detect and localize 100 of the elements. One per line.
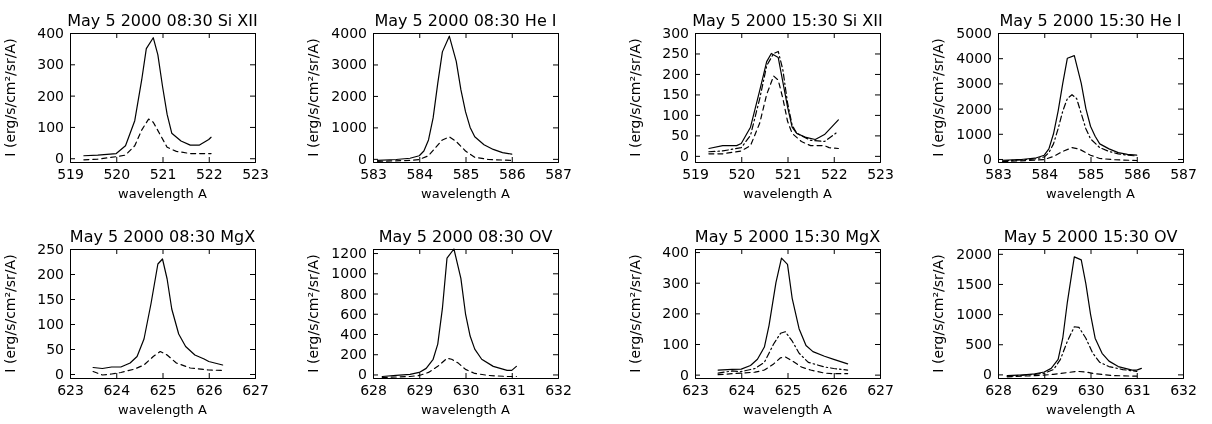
- y-tick-label: 150: [37, 290, 64, 307]
- x-tick-label: 632: [1170, 381, 1197, 398]
- y-tick-label: 200: [37, 265, 64, 282]
- x-tick-label: 627: [867, 381, 894, 398]
- y-tick-label: 400: [662, 244, 689, 261]
- x-tick-label: 625: [774, 381, 802, 398]
- x-axis-title: wavelength A: [1046, 186, 1135, 201]
- y-tick-label: 0: [55, 150, 64, 167]
- x-tick-label: 629: [1031, 381, 1059, 398]
- x-axis-title: wavelength A: [421, 186, 510, 201]
- y-tick-label: 4000: [331, 24, 367, 41]
- y-tick-label: 1000: [956, 125, 992, 142]
- y-tick-label: 500: [965, 336, 992, 353]
- x-tick-label: 632: [545, 381, 572, 398]
- x-axis-title: wavelength A: [118, 402, 207, 417]
- y-axis-title: I (erg/s/cm²/sr/A): [930, 254, 946, 373]
- x-tick-label: 521: [774, 165, 802, 182]
- y-tick-label: 2000: [956, 100, 992, 117]
- y-tick-label: 100: [37, 118, 64, 135]
- y-axis-title: I (erg/s/cm²/sr/A): [930, 38, 946, 157]
- x-tick-label: 583: [985, 165, 1012, 182]
- y-axis-title: I (erg/s/cm²/sr/A): [627, 254, 643, 373]
- chart-title: May 5 2000 08:30 OV: [378, 227, 553, 246]
- x-tick-label: 584: [406, 165, 434, 182]
- chart-title: May 5 2000 08:30 MgX: [69, 227, 256, 246]
- x-tick-label: 521: [149, 165, 177, 182]
- y-tick-label: 300: [662, 274, 689, 291]
- x-tick-label: 630: [1077, 381, 1105, 398]
- y-tick-label: 0: [358, 366, 367, 383]
- y-tick-label: 1000: [331, 265, 367, 282]
- x-tick-label: 628: [985, 381, 1012, 398]
- x-tick-label: 624: [103, 381, 131, 398]
- y-tick-label: 300: [37, 56, 64, 73]
- x-tick-label: 587: [1170, 165, 1197, 182]
- y-tick-label: 400: [37, 24, 64, 41]
- x-tick-label: 630: [452, 381, 480, 398]
- y-tick-label: 400: [340, 325, 367, 342]
- x-tick-label: 626: [820, 381, 848, 398]
- y-tick-label: 2000: [331, 87, 367, 104]
- x-tick-label: 523: [242, 165, 269, 182]
- x-tick-label: 626: [195, 381, 223, 398]
- x-axis-title: wavelength A: [1046, 402, 1135, 417]
- y-tick-label: 300: [662, 24, 689, 41]
- x-tick-label: 585: [452, 165, 480, 182]
- y-axis-title: I (erg/s/cm²/sr/A): [305, 254, 321, 373]
- x-tick-label: 631: [1123, 381, 1151, 398]
- y-tick-label: 100: [662, 335, 689, 352]
- chart-title: May 5 2000 08:30 He I: [374, 11, 557, 30]
- y-tick-label: 100: [662, 106, 689, 123]
- y-tick-label: 250: [662, 45, 689, 62]
- x-tick-label: 520: [103, 165, 131, 182]
- y-tick-label: 200: [662, 305, 689, 322]
- y-tick-label: 2000: [956, 245, 992, 262]
- y-tick-label: 1200: [331, 245, 367, 262]
- x-tick-label: 628: [360, 381, 387, 398]
- y-tick-label: 5000: [956, 24, 992, 41]
- y-axis-title: I (erg/s/cm²/sr/A): [305, 38, 321, 157]
- x-tick-label: 624: [728, 381, 756, 398]
- x-tick-label: 522: [195, 165, 223, 182]
- y-tick-label: 0: [680, 366, 689, 383]
- y-tick-label: 0: [680, 147, 689, 164]
- chart-title: May 5 2000 15:30 Si XII: [692, 11, 883, 30]
- y-tick-label: 0: [55, 365, 64, 382]
- x-axis-title: wavelength A: [743, 402, 832, 417]
- y-tick-label: 0: [983, 150, 992, 167]
- y-axis-title: I (erg/s/cm²/sr/A): [627, 38, 643, 157]
- y-tick-label: 0: [983, 366, 992, 383]
- x-axis-title: wavelength A: [421, 402, 510, 417]
- y-tick-label: 250: [37, 240, 64, 257]
- x-tick-label: 519: [57, 165, 84, 182]
- chart-title: May 5 2000 15:30 OV: [1003, 227, 1178, 246]
- y-tick-label: 200: [340, 346, 367, 363]
- chart-title: May 5 2000 08:30 Si XII: [67, 11, 258, 30]
- x-tick-label: 625: [149, 381, 177, 398]
- x-tick-label: 629: [406, 381, 434, 398]
- x-axis-title: wavelength A: [118, 186, 207, 201]
- y-tick-label: 1000: [956, 306, 992, 323]
- y-tick-label: 150: [662, 86, 689, 103]
- y-tick-label: 4000: [956, 50, 992, 67]
- y-tick-label: 100: [37, 315, 64, 332]
- y-tick-label: 600: [340, 305, 367, 322]
- x-tick-label: 520: [728, 165, 756, 182]
- x-tick-label: 519: [682, 165, 709, 182]
- x-tick-label: 631: [498, 381, 526, 398]
- chart-title: May 5 2000 15:30 He I: [999, 11, 1182, 30]
- y-tick-label: 50: [46, 340, 64, 357]
- y-tick-label: 200: [37, 87, 64, 104]
- x-tick-label: 523: [867, 165, 894, 182]
- y-tick-label: 3000: [331, 56, 367, 73]
- y-axis-title: I (erg/s/cm²/sr/A): [2, 254, 18, 373]
- y-tick-label: 3000: [956, 75, 992, 92]
- y-axis-title: I (erg/s/cm²/sr/A): [2, 38, 18, 157]
- x-axis-title: wavelength A: [743, 186, 832, 201]
- x-tick-label: 623: [682, 381, 709, 398]
- x-tick-label: 586: [498, 165, 526, 182]
- y-tick-label: 50: [671, 127, 689, 144]
- x-tick-label: 583: [360, 165, 387, 182]
- y-tick-label: 1000: [331, 119, 367, 136]
- x-tick-label: 584: [1031, 165, 1059, 182]
- x-tick-label: 586: [1123, 165, 1151, 182]
